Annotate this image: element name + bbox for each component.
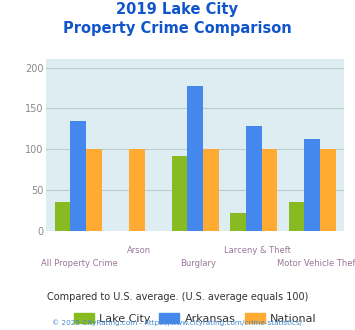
Text: Property Crime Comparison: Property Crime Comparison — [63, 21, 292, 36]
Text: 2019 Lake City: 2019 Lake City — [116, 2, 239, 16]
Bar — [289, 202, 304, 231]
Text: Burglary: Burglary — [180, 259, 216, 268]
Bar — [171, 156, 187, 231]
Bar — [262, 149, 277, 231]
Text: Compared to U.S. average. (U.S. average equals 100): Compared to U.S. average. (U.S. average … — [47, 292, 308, 302]
Bar — [187, 86, 203, 231]
Bar — [203, 149, 219, 231]
Bar — [86, 149, 102, 231]
Bar — [320, 149, 336, 231]
Legend: Lake City, Arkansas, National: Lake City, Arkansas, National — [69, 309, 321, 328]
Text: Arson: Arson — [126, 246, 151, 255]
Text: Larceny & Theft: Larceny & Theft — [224, 246, 291, 255]
Text: All Property Crime: All Property Crime — [40, 259, 117, 268]
Bar — [304, 140, 320, 231]
Bar — [70, 121, 86, 231]
Bar — [230, 213, 246, 231]
Text: Motor Vehicle Theft: Motor Vehicle Theft — [277, 259, 355, 268]
Bar — [246, 126, 262, 231]
Bar — [55, 202, 70, 231]
Bar — [129, 149, 145, 231]
Text: © 2025 CityRating.com - https://www.cityrating.com/crime-statistics/: © 2025 CityRating.com - https://www.city… — [53, 319, 302, 326]
